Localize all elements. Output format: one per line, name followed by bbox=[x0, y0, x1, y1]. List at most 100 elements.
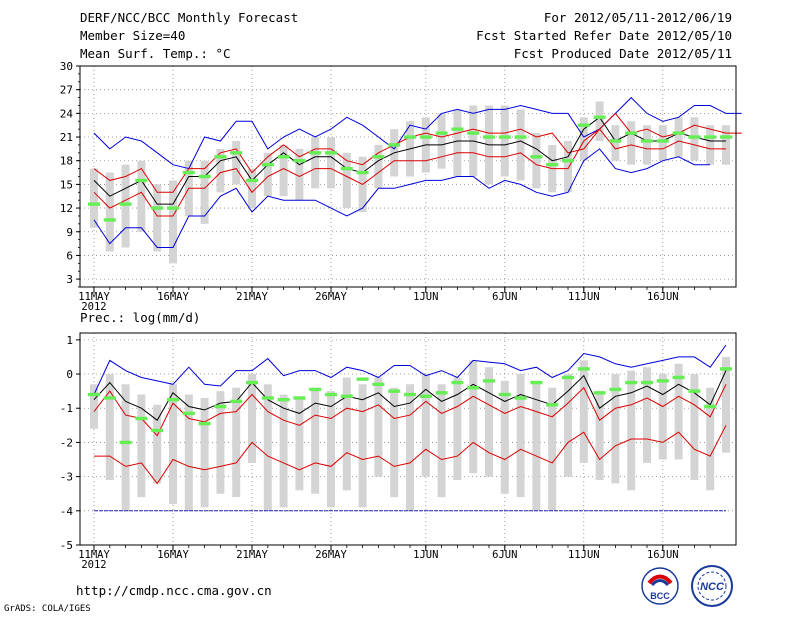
spread-box bbox=[437, 113, 446, 169]
median-marker bbox=[119, 202, 132, 206]
x-tick-label: 11MAY bbox=[78, 291, 110, 303]
source-url[interactable]: http://cmdp.ncc.cma.gov.cn bbox=[76, 583, 272, 598]
y-tick-label: -1 bbox=[60, 402, 73, 415]
median-marker bbox=[167, 206, 179, 210]
series-mean-line bbox=[93, 370, 727, 421]
median-marker bbox=[435, 131, 448, 135]
spread-box bbox=[579, 117, 588, 161]
median-marker bbox=[151, 428, 164, 433]
median-marker bbox=[309, 387, 322, 392]
spread-box bbox=[216, 391, 225, 494]
spread-box bbox=[658, 125, 667, 161]
median-marker bbox=[720, 135, 732, 139]
y-tick-label: -4 bbox=[60, 505, 74, 518]
spread-box bbox=[548, 387, 557, 511]
median-marker bbox=[672, 131, 685, 135]
spread-box bbox=[516, 109, 525, 181]
median-marker bbox=[325, 151, 337, 155]
spread-box bbox=[295, 397, 304, 491]
spread-box bbox=[579, 360, 588, 463]
spread-box bbox=[532, 133, 541, 189]
median-marker bbox=[483, 135, 495, 139]
spread-box bbox=[421, 374, 430, 477]
spread-box bbox=[121, 384, 130, 511]
spread-box bbox=[248, 168, 256, 209]
median-marker bbox=[419, 135, 432, 139]
series-max-line bbox=[93, 344, 727, 395]
panel-precipitation: -5 -4 -3 -2 -1 0 1 11MAY 16MAY 21MAY 26MAY 1JUN 6JUN… bbox=[60, 310, 737, 571]
median-marker bbox=[435, 391, 448, 395]
spread-box bbox=[627, 121, 636, 165]
spread-box bbox=[485, 367, 493, 477]
series-min-line bbox=[93, 148, 711, 248]
spread-box bbox=[137, 160, 146, 232]
x-tick-label: 26MAY bbox=[315, 291, 347, 303]
median-marker bbox=[704, 135, 717, 139]
spread-box bbox=[279, 394, 288, 508]
spread-box bbox=[595, 101, 604, 141]
spread-box bbox=[674, 117, 683, 157]
spread-box bbox=[611, 125, 620, 161]
x-tick-label: 6JUN bbox=[492, 291, 517, 303]
bcc-logo-text: BCC bbox=[650, 591, 670, 601]
y-tick-label: 1 bbox=[66, 334, 73, 347]
median-marker bbox=[404, 135, 416, 139]
x-tick-label: 16JUN bbox=[647, 549, 679, 561]
series-p75-line bbox=[93, 384, 727, 437]
series-p25-line bbox=[94, 425, 727, 485]
spread-box bbox=[532, 380, 541, 511]
median-marker bbox=[198, 421, 211, 426]
y-tick-label: 0 bbox=[66, 368, 73, 381]
x-tick-label: 6JUN bbox=[492, 549, 517, 561]
spread-box bbox=[311, 387, 320, 494]
spread-box bbox=[248, 374, 256, 463]
median-marker bbox=[451, 380, 464, 385]
y-tick-label: 15 bbox=[60, 178, 73, 191]
spread-box bbox=[658, 374, 667, 460]
spread-box bbox=[169, 384, 177, 504]
spread-box bbox=[564, 374, 572, 477]
spread-box bbox=[342, 377, 351, 491]
median-marker bbox=[688, 135, 701, 139]
ncc-logo: NCC bbox=[691, 565, 733, 607]
spread-box bbox=[137, 394, 146, 498]
median-marker bbox=[119, 440, 132, 445]
median-marker bbox=[546, 403, 559, 407]
median-marker bbox=[562, 375, 574, 380]
y-tick-label: -5 bbox=[60, 539, 73, 552]
panel-temperature: 3 6 9 12 15 18 21 24 27 30 11MAY 16MAY 21MAY 26MAY 1JU… bbox=[60, 60, 742, 313]
median-marker bbox=[88, 202, 100, 206]
series-max-line bbox=[93, 96, 742, 170]
spread-box bbox=[184, 394, 193, 511]
x-tick-label: 16JUN bbox=[647, 291, 679, 303]
spread-box bbox=[121, 164, 130, 248]
spread-box bbox=[374, 377, 383, 477]
median-marker bbox=[577, 123, 590, 127]
y-tick-label: 12 bbox=[60, 202, 73, 215]
spread-box bbox=[627, 370, 636, 491]
spread-box bbox=[706, 125, 715, 165]
spread-box bbox=[516, 374, 525, 498]
x-tick-label: 21MAY bbox=[236, 291, 268, 303]
spread-box bbox=[643, 125, 651, 165]
median-marker bbox=[530, 155, 543, 159]
spread-box bbox=[406, 384, 414, 511]
spread-box bbox=[706, 387, 715, 491]
ncc-logo-text: NCC bbox=[700, 581, 725, 593]
plot-frame bbox=[79, 332, 737, 546]
median-marker bbox=[625, 131, 638, 135]
median-marker bbox=[340, 394, 353, 398]
median-marker bbox=[704, 404, 717, 409]
median-marker bbox=[514, 396, 527, 400]
fcst-started-label: Fcst Started Refer Date 2012/05/10 bbox=[476, 28, 732, 43]
spread-box bbox=[263, 384, 272, 511]
spread-box bbox=[200, 397, 209, 508]
spread-box bbox=[564, 140, 572, 193]
year-label: 2012 bbox=[81, 301, 106, 313]
x-tick-label: 1JUN bbox=[413, 549, 438, 561]
spread-box bbox=[674, 363, 683, 460]
spread-box bbox=[390, 387, 399, 498]
spread-box bbox=[690, 374, 699, 481]
median-marker bbox=[372, 382, 385, 386]
spread-box bbox=[437, 384, 446, 498]
